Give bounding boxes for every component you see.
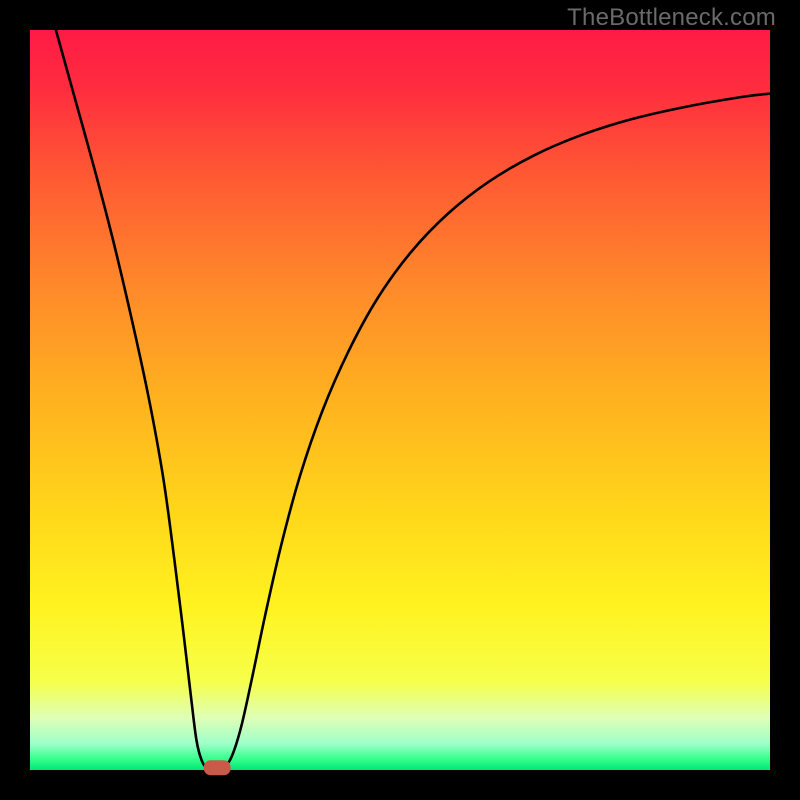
chart-svg bbox=[0, 0, 800, 800]
watermark-text: TheBottleneck.com bbox=[567, 4, 776, 32]
optimum-marker bbox=[204, 760, 231, 775]
bottleneck-chart: TheBottleneck.com bbox=[0, 0, 800, 800]
gradient-plot-area bbox=[30, 30, 770, 770]
